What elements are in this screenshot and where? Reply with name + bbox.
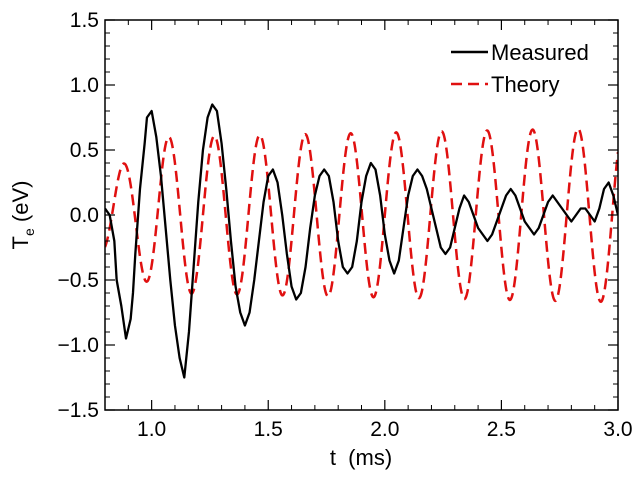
legend-measured-label: Measured	[491, 40, 589, 65]
x-axis: 1.0 1.5 2.0 2.5 3.0	[127, 20, 633, 441]
y-axis-label-unit: (eV)	[8, 181, 33, 229]
y-tick-label: 0.0	[70, 204, 99, 227]
x-tick-label: 2.0	[370, 418, 399, 441]
y-tick-label: −1.5	[58, 399, 99, 422]
legend: Measured Theory	[451, 40, 589, 97]
theory-series-line	[105, 127, 618, 304]
y-axis: −1.5 −1.0 −0.5 0.0 0.5 1.0 1.5	[58, 9, 618, 422]
y-tick-label: 1.5	[70, 9, 99, 32]
y-tick-label: −1.0	[58, 334, 99, 357]
y-axis-label-subscript: e	[21, 228, 37, 236]
x-tick-label: 3.0	[603, 418, 632, 441]
x-axis-label: t (ms)	[330, 445, 392, 470]
x-tick-label: 1.5	[254, 418, 283, 441]
legend-theory-label: Theory	[491, 72, 559, 97]
y-tick-label: −0.5	[58, 269, 99, 292]
y-tick-label: 0.5	[70, 139, 99, 162]
y-tick-label: 1.0	[70, 74, 99, 97]
measured-series-line	[105, 103, 618, 379]
series-group	[105, 103, 618, 379]
x-tick-label: 1.0	[137, 418, 166, 441]
x-tick-label: 2.5	[487, 418, 516, 441]
y-axis-label-main: T	[8, 236, 33, 249]
y-axis-label: Te (eV)	[8, 181, 37, 250]
